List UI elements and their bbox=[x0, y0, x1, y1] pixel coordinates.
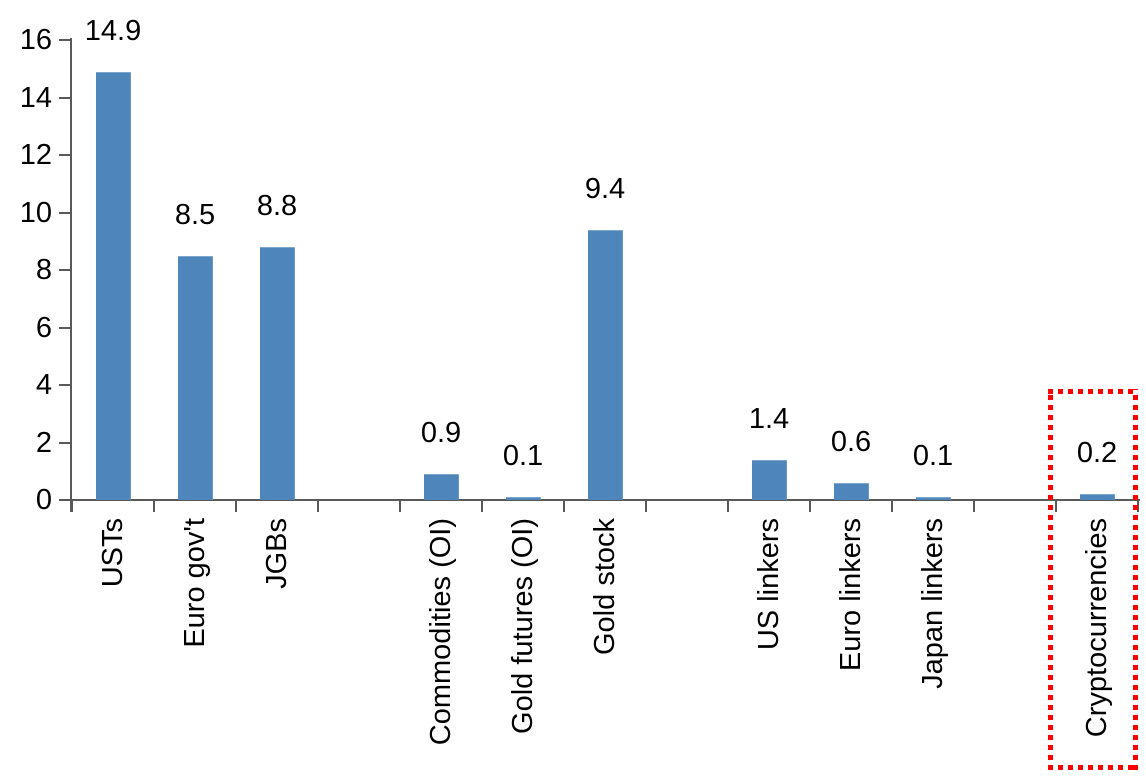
category-label: US linkers bbox=[753, 518, 785, 651]
y-tick-label: 14 bbox=[19, 82, 52, 114]
bar-value-label: 0.6 bbox=[830, 426, 872, 458]
bar-Commodities (OI) bbox=[424, 474, 459, 500]
bar-value-label: 0.9 bbox=[420, 417, 462, 449]
y-axis-tick bbox=[59, 212, 70, 214]
y-tick-label: 8 bbox=[35, 254, 52, 286]
y-axis-tick bbox=[59, 97, 70, 99]
x-axis-tick bbox=[563, 500, 565, 512]
y-axis-tick bbox=[59, 327, 70, 329]
bar-JGBs bbox=[260, 247, 295, 500]
x-axis-tick bbox=[727, 500, 729, 512]
x-axis-tick bbox=[153, 500, 155, 512]
category-label: JGBs bbox=[261, 518, 293, 589]
highlight-box-top-edge bbox=[1048, 389, 1138, 394]
bar-value-label: 0.1 bbox=[912, 440, 954, 472]
x-axis-line bbox=[70, 499, 1140, 501]
y-tick-label: 2 bbox=[35, 427, 52, 459]
highlight-box-bottom-edge bbox=[1048, 765, 1138, 770]
y-axis-tick bbox=[59, 154, 70, 156]
bar-Euro linkers bbox=[834, 483, 869, 500]
y-tick-label: 10 bbox=[19, 197, 52, 229]
x-axis-tick bbox=[1137, 500, 1139, 512]
bar-value-label: 1.4 bbox=[748, 403, 790, 435]
x-axis-tick bbox=[317, 500, 319, 512]
x-axis-tick bbox=[481, 500, 483, 512]
y-axis-line bbox=[70, 38, 72, 512]
bar-Cryptocurrencies bbox=[1080, 494, 1115, 500]
bar-value-label: 0.2 bbox=[1076, 437, 1118, 469]
y-tick-label: 16 bbox=[19, 24, 52, 56]
bar-US linkers bbox=[752, 460, 787, 500]
y-axis-tick bbox=[59, 442, 70, 444]
bar-value-label: 0.1 bbox=[502, 440, 544, 472]
y-axis-tick bbox=[59, 384, 70, 386]
y-axis-tick bbox=[59, 499, 70, 501]
x-axis-tick bbox=[973, 500, 975, 512]
highlight-box-left-edge bbox=[1048, 389, 1053, 770]
category-label: Gold stock bbox=[589, 518, 621, 655]
y-tick-label: 4 bbox=[35, 369, 52, 401]
category-label: Cryptocurrencies bbox=[1081, 518, 1113, 738]
x-axis-tick bbox=[891, 500, 893, 512]
x-axis-tick bbox=[1055, 500, 1057, 512]
bar-USTs bbox=[96, 72, 131, 500]
x-axis-tick bbox=[71, 500, 73, 512]
x-axis-tick bbox=[235, 500, 237, 512]
category-label: Gold futures (OI) bbox=[507, 518, 539, 734]
bar-Euro gov't bbox=[178, 256, 213, 500]
category-label: Euro linkers bbox=[835, 518, 867, 672]
bar-value-label: 8.8 bbox=[256, 190, 298, 222]
bar-Gold stock bbox=[588, 230, 623, 500]
bar-value-label: 8.5 bbox=[174, 199, 216, 231]
category-label: Commodities (OI) bbox=[425, 518, 457, 746]
y-tick-label: 0 bbox=[35, 484, 52, 516]
highlight-box-right-edge bbox=[1133, 389, 1138, 770]
bar-value-label: 14.9 bbox=[84, 15, 142, 47]
y-tick-label: 12 bbox=[19, 139, 52, 171]
y-axis-tick bbox=[59, 269, 70, 271]
category-label: USTs bbox=[97, 518, 129, 588]
y-axis-tick bbox=[59, 39, 70, 41]
category-label: Euro gov't bbox=[179, 518, 211, 648]
bar-Gold futures (OI) bbox=[506, 497, 541, 500]
bar-Japan linkers bbox=[916, 497, 951, 500]
bar-value-label: 9.4 bbox=[584, 173, 626, 205]
x-axis-tick bbox=[809, 500, 811, 512]
y-tick-label: 6 bbox=[35, 312, 52, 344]
x-axis-tick bbox=[645, 500, 647, 512]
category-label: Japan linkers bbox=[917, 518, 949, 689]
x-axis-tick bbox=[399, 500, 401, 512]
